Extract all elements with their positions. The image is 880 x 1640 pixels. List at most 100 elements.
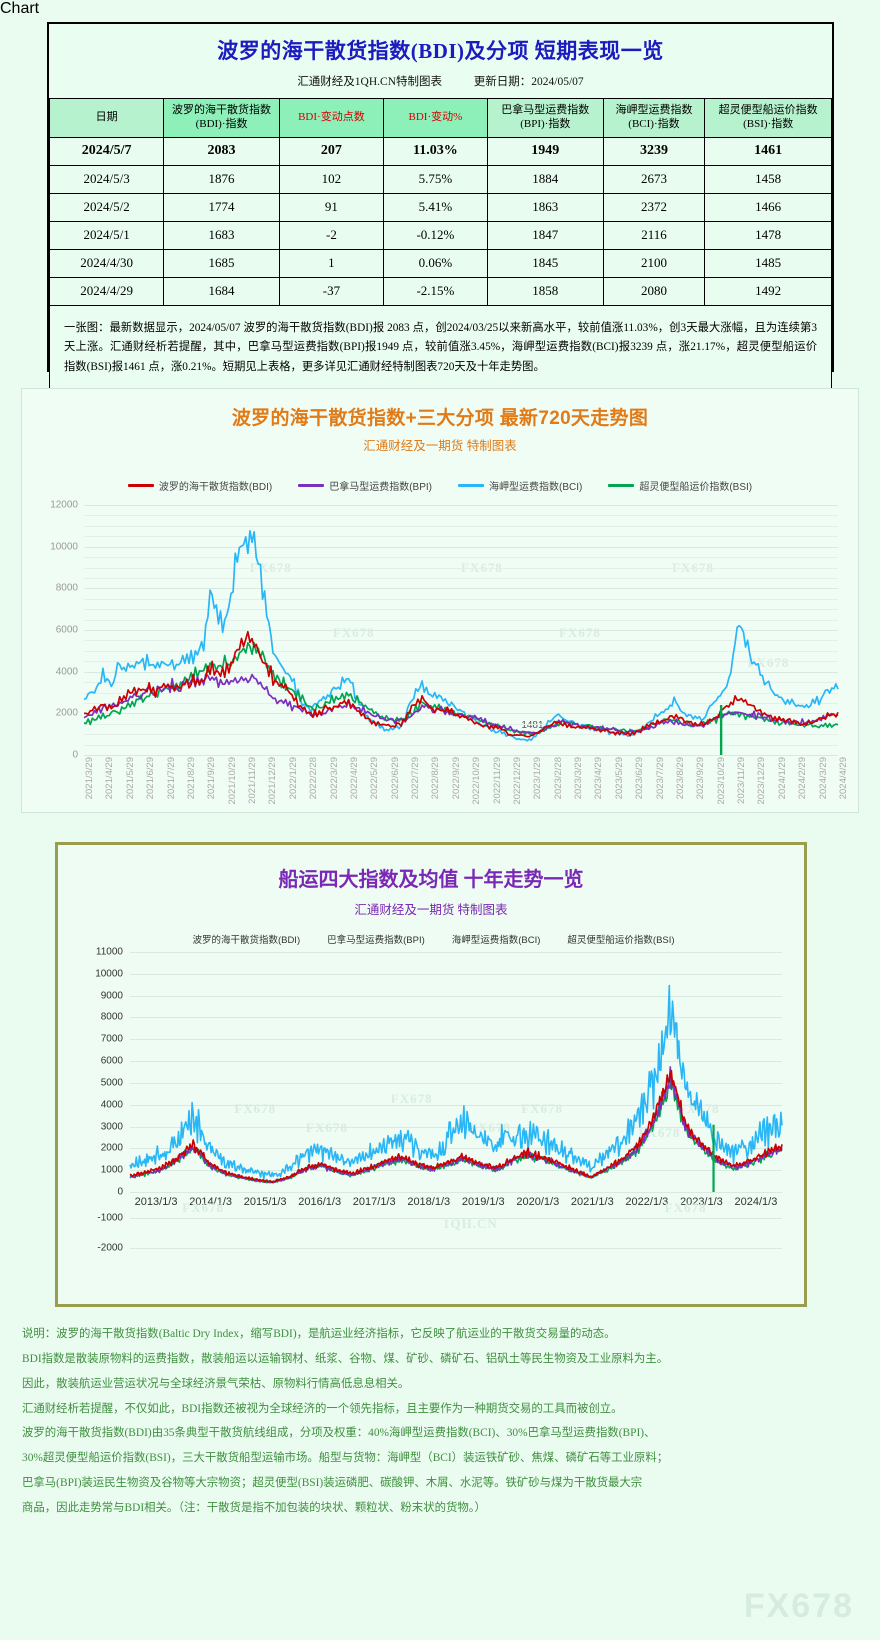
gridline [84,671,838,673]
x-axis-tick: 2019/1/3 [461,1196,505,1208]
x-axis-tick: 2023/12/29 [756,757,768,805]
description-line: 因此，散装航运业营运状况与全球经济景气荣枯、原物料行情高低息息相关。 [22,1377,410,1390]
x-axis-tick: 2023/10/29 [715,757,727,805]
cell-bdi-chg: -2 [278,220,384,250]
description-line: BDI指数是散装原物料的运费指数，散装船运以运输钢材、纸浆、谷物、煤、矿砂、磷矿… [22,1352,669,1365]
x-axis-tick: 2024/2/29 [797,757,809,800]
gridline [130,1104,782,1106]
cell-bci: 2372 [602,192,706,222]
chart-10y-title: 船运四大指数及均值 十年走势一览 [278,869,584,891]
cell-date: 2024/4/30 [48,248,165,278]
x-axis-tick: 2023/8/29 [674,757,686,800]
cell-bsi: 1492 [704,276,832,306]
cell-bdi-chg: 207 [278,136,384,166]
cell-bci: 2116 [602,220,706,250]
gridline [84,640,838,642]
cell-bpi: 1884 [486,164,604,194]
gridline [84,744,838,746]
gridline [84,505,838,506]
legend-item-bdi: 波罗的海干散货指数(BDI) [127,478,273,493]
legend-label-bdi: 波罗的海干散货指数(BDI) [158,482,273,493]
cell-bpi: 1845 [486,248,604,278]
gridline [84,702,838,704]
x-axis-tick: 2022/11/29 [491,757,503,804]
gridline [84,536,838,538]
legend-swatch-bsi [608,484,635,487]
x-axis-tick: 2021/11/29 [247,757,259,804]
x-axis-tick: 2021/9/29 [206,757,218,800]
col-header-bsi: 超灵便型船运价指数 (BSI)·指数 [704,98,832,138]
chart-10y-panel: 船运四大指数及均值 十年走势一览 汇通财经及一期货 特制图表 波罗的海干散货指数… [55,842,807,1307]
panel1-subtitle-row: 汇通财经及1QH.CN特制图表 更新日期：2024/05/07 [49,65,832,89]
description-line: 商品，因此走势常与BDI相关。（注：干散货是指不加包装的块状、颗粒状、粉末状的货… [22,1502,486,1515]
chart-10y-lines [129,984,783,1192]
y-axis-tick: 8000 [100,1011,123,1023]
cell-bci: 2100 [602,248,706,278]
legend-label-bsi: 超灵便型船运价指数(BSI) [567,935,675,946]
x-axis-tick: 2023/11/29 [736,757,748,804]
bdi-table-body: 2024/5/7 2083 207 11.03% 1949 3239 1461 … [48,136,832,306]
series-line [83,673,839,735]
gridline [84,567,838,569]
gridline [84,619,838,621]
legend-label-bci: 海岬型运费指数(BCI) [489,482,583,493]
chart-720d-subtitle: 汇通财经及一期货 特制图表 [363,439,517,453]
legend-item-bpi: 巴拿马型运费指数(BPI) [298,478,432,493]
table-row: 2024/4/29 1684 -37 -2.15% 1858 2080 1492 [48,276,832,306]
table-row: 2024/4/30 1685 1 0.06% 1845 2100 1485 [48,248,832,278]
x-axis-tick: 2022/6/29 [389,757,401,800]
y-axis-tick: 11000 [95,946,123,958]
y-axis-tick: 10000 [95,968,123,980]
panel1-source: 汇通财经及1QH.CN特制图表 [297,76,443,88]
legend-label-bdi: 波罗的海干散货指数(BDI) [192,935,301,946]
col-header-bci: 海岬型运费指数 (BCI)·指数 [602,98,706,138]
x-axis-tick: 2023/3/29 [573,757,585,800]
data-annotation: 1481 [521,720,544,731]
description-line: 30%超灵便型船运价指数(BSI)，三大干散货船型运输市场。船型与货物：海岬型（… [22,1452,669,1465]
x-axis-tick: 2021/5/29 [124,757,136,800]
x-axis-tick: 2013/1/3 [134,1196,178,1208]
x-axis-tick: 2015/1/3 [243,1196,287,1208]
legend-swatch-bci [458,484,484,487]
gridline [130,1017,782,1019]
cell-bsi: 1461 [704,136,832,166]
table-row: 2024/5/1 1683 -2 -0.12% 1847 2116 1478 [48,220,832,250]
x-axis-tick: 2021/8/29 [185,757,197,800]
bdi-table: 日期 波罗的海干散货指数 (BDI)·指数 BDI·变动点数 BDI·变动% 巴… [48,98,832,306]
cell-date: 2024/5/3 [48,164,165,194]
table-header-row: 日期 波罗的海干散货指数 (BDI)·指数 BDI·变动点数 BDI·变动% 巴… [48,98,832,138]
legend-label-bpi: 巴拿马型运费指数(BPI) [327,935,425,946]
x-axis-tick: 2022/3/29 [328,757,340,800]
chart-720d-panel: 波罗的海干散货指数+三大分项 最新720天走势图 汇通财经及一期货 特制图表 波… [21,388,859,813]
cell-bdi-pct: -2.15% [382,276,488,306]
gridline [84,598,838,600]
x-axis-tick: 2016/1/3 [298,1196,342,1208]
series-line [129,984,783,1180]
watermark-fx678-large: FX678 [743,1587,854,1625]
gridline [130,1061,782,1063]
x-axis-tick: 2023/5/29 [613,757,625,800]
gridline [84,588,838,590]
col-header-bdi: 波罗的海干散货指数 (BDI)·指数 [163,98,280,138]
chart-10y-canvas: FX678 FX678 FX678 FX678 FX678 FX678 FX67… [95,947,783,1208]
gridline [84,723,838,725]
cell-bdi: 1685 [163,248,280,278]
chart-720d-xaxis: 2021/3/29 2021/4/29 2021/5/29 2021/6/29 2021… [84,755,849,825]
y-axis-tick: 4000 [55,666,78,678]
x-axis-tick: 2023/9/29 [695,757,707,800]
x-axis-tick: 2023/6/29 [634,757,646,800]
y-axis-tick: 8000 [55,582,78,594]
cell-bci: 2673 [602,164,706,194]
x-axis-tick: 2022/9/29 [450,757,462,800]
series-line [129,1069,783,1184]
gridline [84,557,838,559]
cell-bsi: 1458 [704,164,832,194]
cell-bpi: 1863 [486,192,604,222]
legend-item-bci: 海岬型运费指数(BCI) [458,478,582,493]
cell-bdi-chg: 1 [278,248,384,278]
x-axis-tick: 2022/1/29 [287,757,299,800]
x-axis-tick: 2018/1/3 [407,1196,451,1208]
series-line [83,529,839,742]
y-axis-tick: 3000 [100,1121,123,1133]
